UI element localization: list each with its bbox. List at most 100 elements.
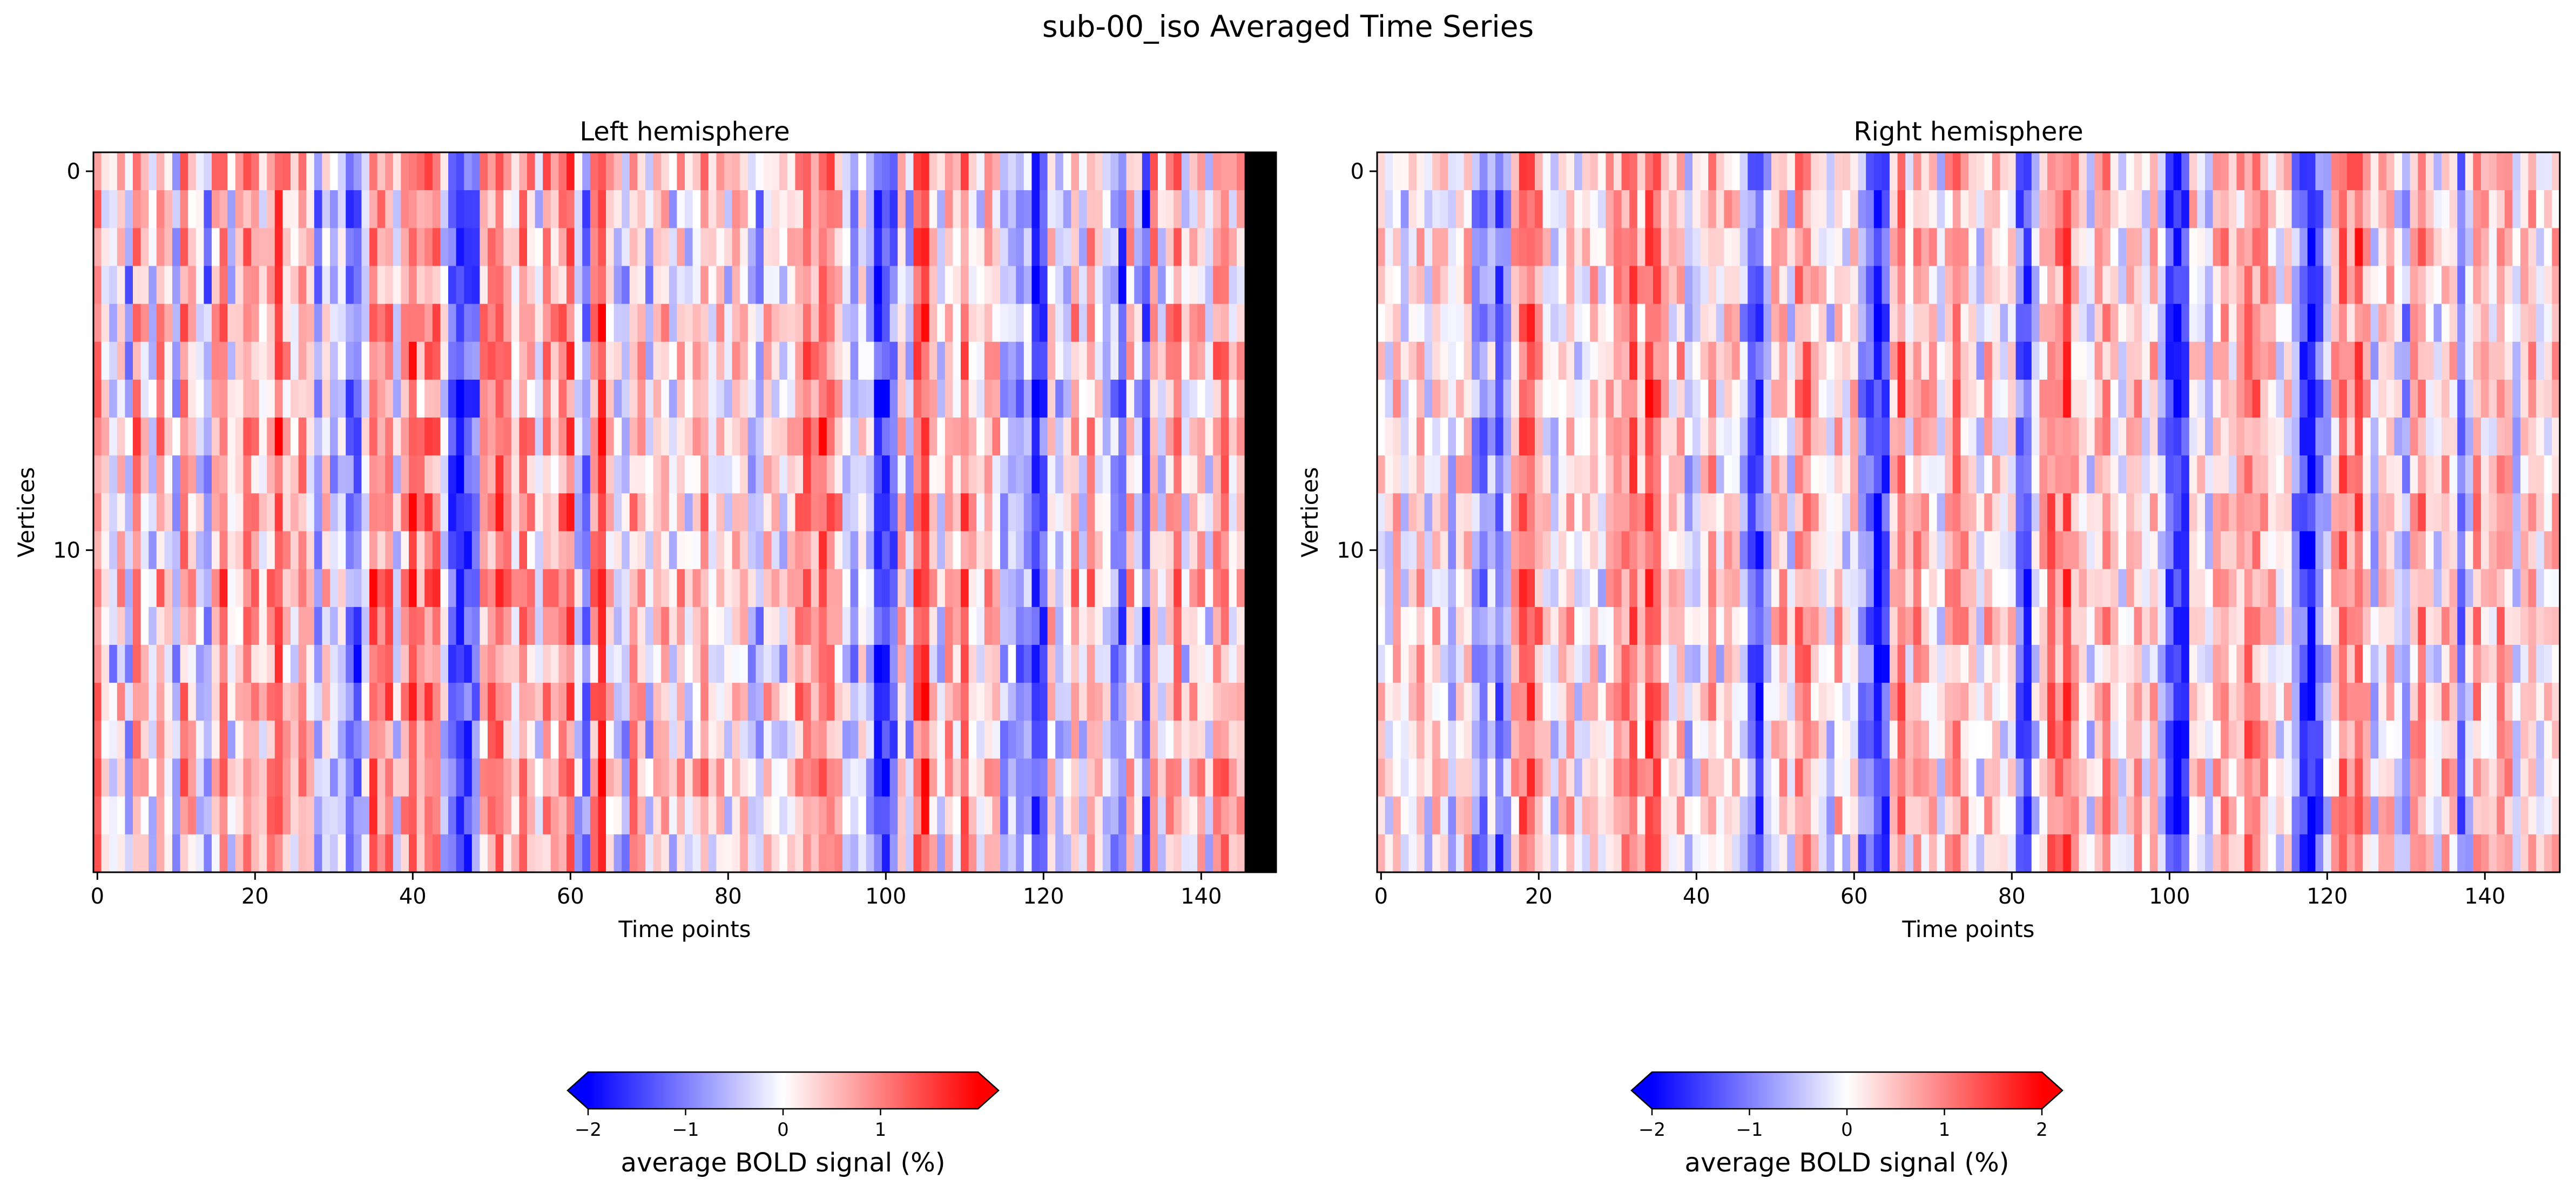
heatmap-cell: [2221, 304, 2229, 342]
heatmap-cell: [330, 341, 339, 380]
heatmap-cell: [2544, 379, 2552, 418]
heatmap-cell: [180, 417, 188, 456]
heatmap-cell: [669, 683, 677, 721]
heatmap-cell: [992, 569, 1001, 608]
heatmap-cell: [2118, 152, 2127, 191]
heatmap-cell: [1582, 266, 1590, 305]
heatmap-cell: [125, 266, 133, 305]
heatmap-cell: [1542, 152, 1551, 191]
heatmap-cell: [2268, 645, 2276, 683]
heatmap-cell: [606, 493, 615, 532]
heatmap-cell: [2173, 607, 2182, 645]
heatmap-cell: [1976, 228, 1985, 267]
heatmap-cell: [1535, 152, 1543, 191]
heatmap-cell: [519, 493, 528, 532]
heatmap-cell: [1055, 341, 1064, 380]
heatmap-cell: [1700, 304, 1709, 342]
heatmap-cell: [1692, 417, 1701, 456]
heatmap-cell: [1653, 266, 1662, 305]
heatmap-cell: [622, 758, 630, 797]
heatmap-cell: [1842, 493, 1851, 532]
heatmap-cell: [574, 228, 583, 267]
heatmap-cell: [1669, 190, 1677, 228]
heatmap-cell: [369, 190, 378, 228]
heatmap-cell: [480, 645, 488, 683]
heatmap-cell: [2063, 531, 2072, 570]
heatmap-cell: [1724, 645, 1732, 683]
heatmap-cell: [1684, 379, 1693, 418]
heatmap-cell: [889, 266, 898, 305]
heatmap-cell: [503, 417, 512, 456]
heatmap-cell: [188, 796, 197, 835]
heatmap-cell: [2055, 531, 2064, 570]
heatmap-cell: [708, 683, 717, 721]
heatmap-cell: [590, 152, 598, 191]
heatmap-cell: [771, 152, 780, 191]
heatmap-cell: [180, 531, 188, 570]
heatmap-cell: [1016, 341, 1024, 380]
heatmap-cell: [2536, 304, 2545, 342]
heatmap-cell: [1023, 758, 1032, 797]
heatmap-cell: [543, 796, 551, 835]
heatmap-cell: [1882, 417, 1890, 456]
heatmap-cell: [1519, 266, 1527, 305]
heatmap-cell: [2079, 266, 2087, 305]
heatmap-cell: [330, 304, 339, 342]
heatmap-cell: [866, 796, 874, 835]
heatmap-cell: [109, 228, 118, 267]
heatmap-cell: [708, 493, 717, 532]
heatmap-cell: [2126, 493, 2135, 532]
heatmap-cell: [2205, 455, 2214, 494]
heatmap-cell: [1755, 266, 1764, 305]
heatmap-cell: [550, 304, 559, 342]
heatmap-cell: [1850, 531, 1859, 570]
heatmap-cell: [1158, 796, 1166, 835]
heatmap-cell: [795, 645, 804, 683]
heatmap-cell: [1424, 152, 1433, 191]
heatmap-cell: [2268, 417, 2276, 456]
heatmap-cell: [1393, 493, 1401, 532]
heatmap-cell: [1811, 531, 1819, 570]
heatmap-cell: [2213, 304, 2221, 342]
heatmap-cell: [1684, 304, 1693, 342]
heatmap-cell: [700, 266, 709, 305]
heatmap-cell: [2433, 531, 2442, 570]
heatmap-cell: [677, 304, 685, 342]
heatmap-cell: [1213, 228, 1222, 267]
heatmap-cell: [2536, 569, 2545, 608]
heatmap-cell: [149, 417, 157, 456]
heatmap-cell: [1385, 304, 1393, 342]
heatmap-cell: [945, 645, 953, 683]
heatmap-cell: [2268, 607, 2276, 645]
heatmap-cell: [1134, 190, 1143, 228]
heatmap-cell: [1952, 379, 1961, 418]
heatmap-cell: [1929, 266, 1938, 305]
heatmap-cell: [2370, 341, 2379, 380]
heatmap-cell: [2394, 645, 2403, 683]
heatmap-cell: [1976, 417, 1985, 456]
heatmap-cell: [984, 720, 993, 759]
heatmap-cell: [968, 720, 977, 759]
heatmap-cell: [2363, 379, 2371, 418]
heatmap-cell: [172, 455, 181, 494]
heatmap-cell: [1873, 152, 1882, 191]
heatmap-cell: [1803, 417, 1811, 456]
heatmap-cell: [756, 531, 764, 570]
heatmap-cell: [1118, 796, 1127, 835]
heatmap-cell: [1676, 607, 1685, 645]
heatmap-cell: [1937, 304, 1945, 342]
heatmap-cell: [1637, 531, 1646, 570]
heatmap-cell: [1408, 645, 1417, 683]
heatmap-cell: [882, 152, 891, 191]
heatmap-cell: [361, 304, 370, 342]
heatmap-cell: [858, 228, 867, 267]
heatmap-cell: [1708, 152, 1717, 191]
heatmap-cell: [2520, 455, 2529, 494]
heatmap-cell: [101, 152, 110, 191]
heatmap-cell: [1205, 834, 1213, 873]
heatmap-cell: [2024, 379, 2032, 418]
heatmap-cell: [251, 379, 260, 418]
heatmap-cell: [1158, 341, 1166, 380]
heatmap-cell: [495, 417, 504, 456]
heatmap-cell: [2024, 569, 2032, 608]
